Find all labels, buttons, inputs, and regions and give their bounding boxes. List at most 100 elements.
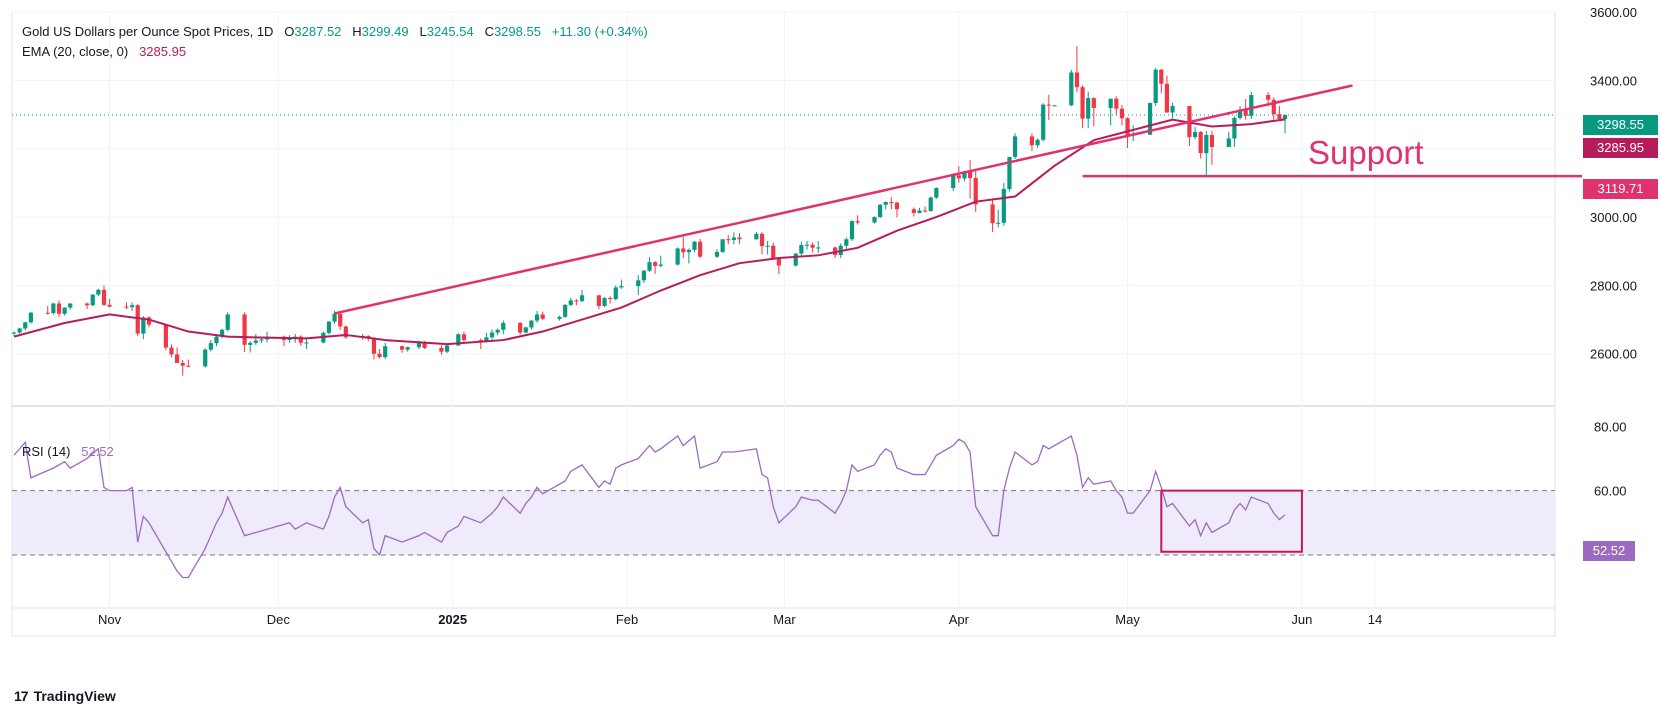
candle-body xyxy=(124,306,129,308)
candle-body xyxy=(1198,131,1203,154)
low-value: 3245.54 xyxy=(426,24,474,39)
candle-body xyxy=(849,221,855,240)
x-axis-label: Dec xyxy=(267,612,291,627)
candle-body xyxy=(990,204,995,224)
candle-body xyxy=(489,332,495,338)
candle-body xyxy=(96,289,101,295)
price-axis-label: 2600.00 xyxy=(1590,347,1637,362)
rsi-legend: RSI (14) 52.52 xyxy=(22,444,114,459)
candle-body xyxy=(484,337,489,342)
candle-body xyxy=(45,312,50,314)
candle-body xyxy=(540,314,545,319)
footer-brand[interactable]: 17 TradingView xyxy=(14,688,116,704)
candle-body xyxy=(754,233,759,240)
rsi-badge: 52.52 xyxy=(1583,541,1635,561)
candle-body xyxy=(180,362,185,366)
candle-body xyxy=(1035,139,1040,146)
x-axis-label: 2025 xyxy=(438,612,467,627)
candle-body xyxy=(225,314,230,330)
candle-body xyxy=(534,314,540,321)
open-label: O xyxy=(284,24,295,39)
candle-body xyxy=(203,349,208,367)
candle-body xyxy=(28,312,33,323)
candle-body xyxy=(810,244,815,248)
candle-body xyxy=(793,253,798,266)
candle-body xyxy=(259,339,264,341)
candle-body xyxy=(686,249,691,253)
candle-body xyxy=(574,300,579,302)
candle-body xyxy=(253,340,258,343)
candle-body xyxy=(1147,102,1153,135)
candle-body xyxy=(456,334,461,346)
high-value: 3299.49 xyxy=(361,24,409,39)
support-annotation: Support xyxy=(1308,134,1424,171)
candle-body xyxy=(653,262,658,266)
candle-body xyxy=(799,245,804,254)
candle-body xyxy=(894,202,900,210)
candle-body xyxy=(1080,87,1085,119)
candle-body xyxy=(219,329,225,337)
candle-body xyxy=(11,332,17,334)
candle-body xyxy=(1209,135,1215,147)
candle-body xyxy=(636,280,641,287)
candle-body xyxy=(563,304,568,317)
candle-body xyxy=(523,327,528,333)
candle-body xyxy=(737,237,742,240)
change-value: +11.30 (+0.34%) xyxy=(551,24,648,39)
ema-label: EMA (20, close, 0) xyxy=(22,44,129,59)
price-axis-label: 2800.00 xyxy=(1590,278,1637,293)
candle-body xyxy=(1249,95,1254,116)
candle-body xyxy=(1282,114,1288,119)
candle-body xyxy=(529,320,534,328)
candle-body xyxy=(1041,104,1046,140)
candle-body xyxy=(759,233,765,247)
candle-body xyxy=(478,340,483,342)
candle-body xyxy=(608,298,613,300)
candle-body xyxy=(568,300,573,305)
candle-body xyxy=(1226,138,1231,147)
last-price-badge: 3298.55 xyxy=(1583,115,1658,135)
candle-body xyxy=(130,305,135,308)
candle-body xyxy=(287,339,292,341)
candle-body xyxy=(17,328,22,333)
candle-body xyxy=(56,303,62,314)
candle-body xyxy=(917,210,922,213)
high-label: H xyxy=(352,24,362,39)
candle-body xyxy=(444,345,450,352)
candle-body xyxy=(107,304,112,307)
candle-body xyxy=(675,248,680,265)
candle-body xyxy=(495,329,500,333)
candle-body xyxy=(602,298,607,306)
candle-body xyxy=(855,221,860,223)
rsi-axis-label: 80.00 xyxy=(1594,419,1627,434)
support-price-badge: 3119.71 xyxy=(1583,179,1658,199)
candle-body xyxy=(248,342,253,345)
candle-body xyxy=(726,239,731,241)
candle-body xyxy=(1237,109,1243,118)
candle-body xyxy=(101,289,107,305)
candle-body xyxy=(844,239,849,246)
candle-body xyxy=(383,346,388,358)
candle-body xyxy=(518,322,523,333)
candle-body xyxy=(208,343,213,350)
candle-body xyxy=(889,202,894,204)
candle-body xyxy=(1012,136,1018,157)
candle-body xyxy=(962,171,967,179)
candle-body xyxy=(771,245,776,259)
tradingview-logo-icon: 17 xyxy=(14,688,29,704)
price-axis-label: 3000.00 xyxy=(1590,210,1637,225)
candle-body xyxy=(956,175,961,179)
candle-body xyxy=(377,353,382,358)
candle-body xyxy=(557,316,562,319)
x-axis-label: Mar xyxy=(773,612,796,627)
candle-body xyxy=(416,342,422,348)
candle-body xyxy=(68,303,73,308)
candle-body xyxy=(1119,108,1125,119)
candle-body xyxy=(1069,72,1074,106)
candle-body xyxy=(1046,104,1051,106)
candle-body xyxy=(163,324,168,348)
candle-body xyxy=(174,354,180,363)
candle-body xyxy=(973,178,978,205)
x-axis-label: Apr xyxy=(949,612,970,627)
